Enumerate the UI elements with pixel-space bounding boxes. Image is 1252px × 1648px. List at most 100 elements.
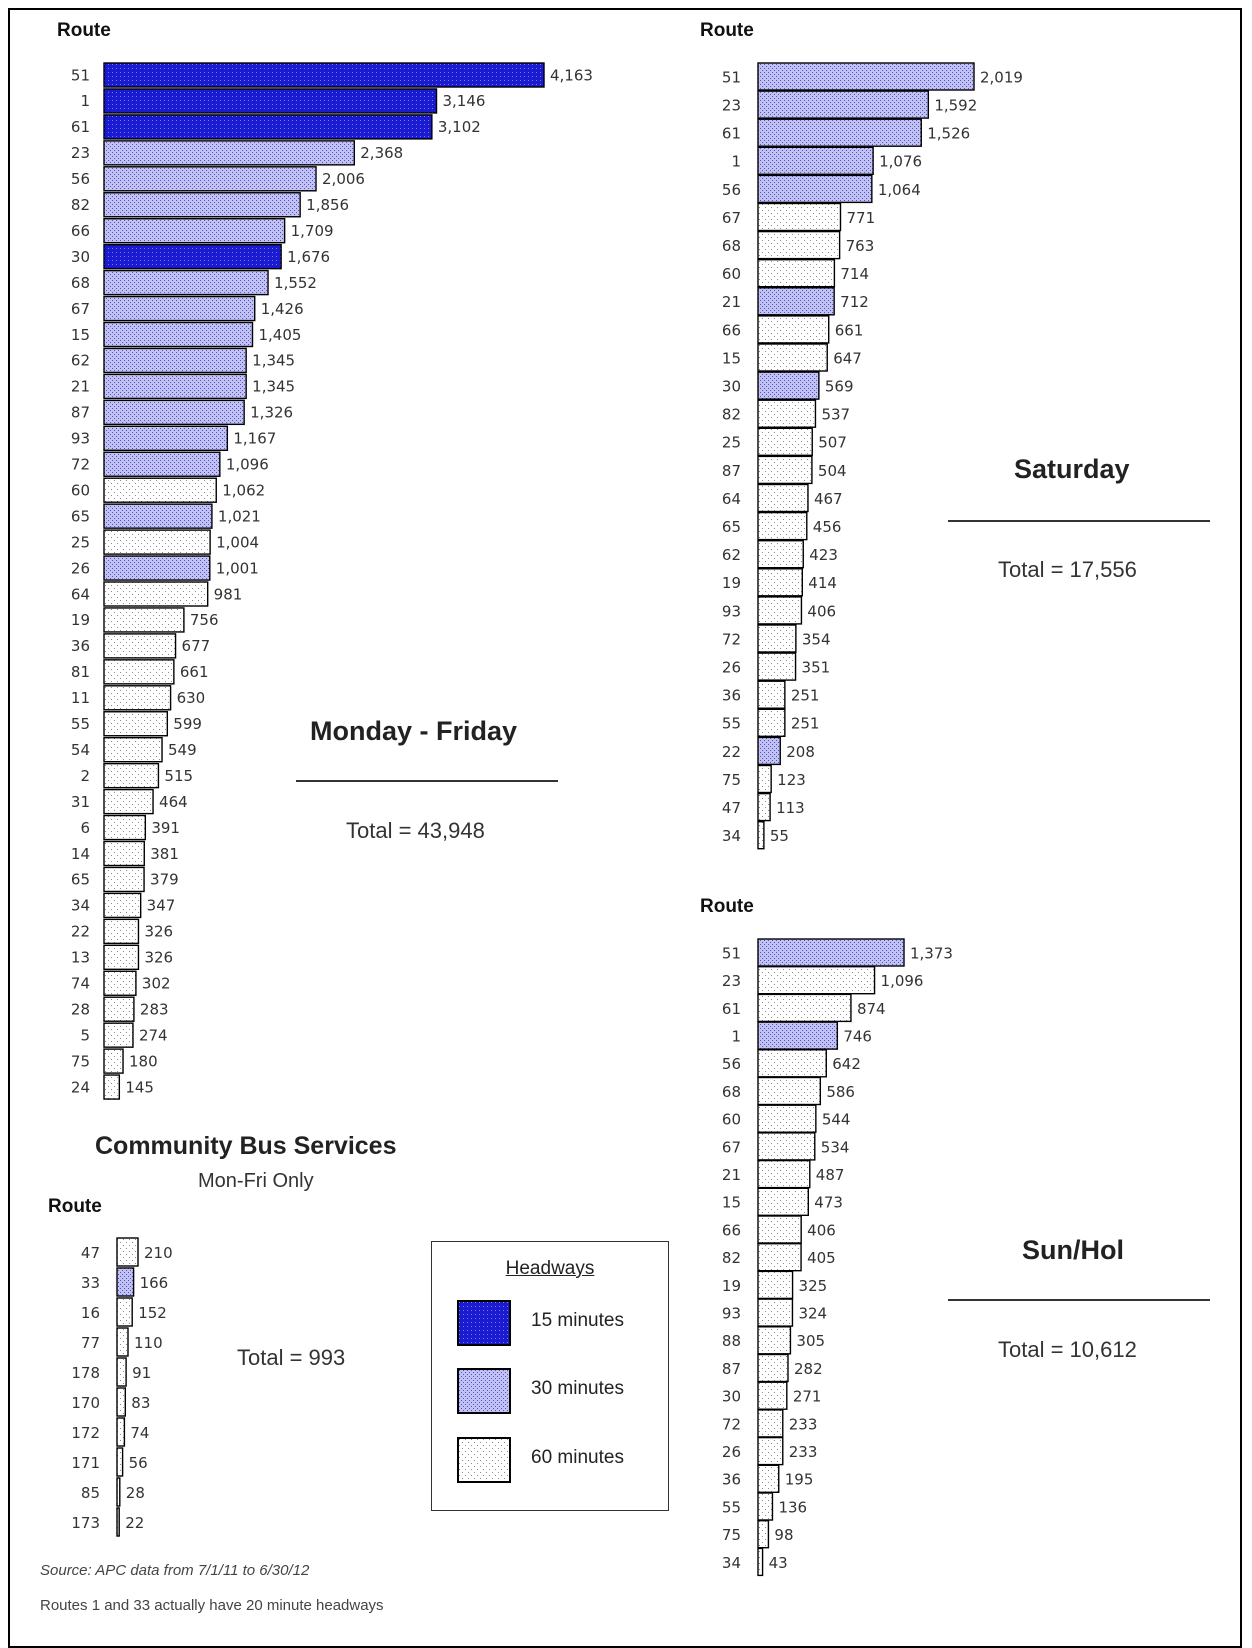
- weekday-bar: [103, 892, 142, 919]
- saturday-value-label: 1,592: [934, 97, 977, 115]
- sunday-route-label: 68: [722, 1083, 741, 1101]
- saturday-value-label: 537: [821, 406, 850, 424]
- weekday-bar: [103, 788, 154, 815]
- weekday-value-label: 1,676: [287, 248, 330, 266]
- saturday-bar: [757, 399, 817, 428]
- saturday-route-label: 82: [722, 406, 741, 424]
- weekday-bar: [103, 166, 317, 192]
- sunday-route-label: 21: [722, 1166, 741, 1184]
- weekday-route-label: 14: [71, 845, 90, 863]
- saturday-route-label: 67: [722, 209, 741, 227]
- weekday-bar: [103, 140, 355, 166]
- community-route-label: 16: [81, 1304, 100, 1322]
- weekday-title: Monday - Friday: [310, 716, 518, 746]
- community-value-label: 83: [131, 1394, 150, 1412]
- community-value-label: 74: [130, 1424, 149, 1442]
- saturday-value-label: 771: [846, 209, 875, 227]
- weekday-value-label: 464: [159, 793, 188, 811]
- weekday-value-label: 677: [182, 637, 211, 655]
- weekday-value-label: 630: [177, 689, 206, 707]
- saturday-route-label: 34: [722, 827, 741, 845]
- community-route-label: 173: [71, 1514, 100, 1532]
- weekday-route-label: 23: [71, 144, 90, 162]
- sunday-total: Total = 10,612: [998, 1337, 1137, 1362]
- saturday-route-label: 21: [722, 293, 741, 311]
- weekday-value-label: 1,709: [291, 222, 334, 240]
- sunday-route-label: 55: [722, 1498, 741, 1516]
- saturday-value-label: 414: [808, 574, 837, 592]
- sunday-bar: [757, 1409, 784, 1438]
- saturday-bar: [757, 118, 922, 147]
- sunday-route-label: 72: [722, 1415, 741, 1433]
- sunday-value-label: 1,373: [910, 944, 953, 962]
- weekday-bar: [103, 321, 254, 348]
- weekday-value-label: 1,326: [250, 404, 293, 422]
- saturday-bar: [757, 764, 772, 794]
- weekday-bar: [103, 295, 256, 322]
- saturday-value-label: 208: [786, 743, 815, 761]
- sunday-value-label: 325: [799, 1277, 828, 1295]
- saturday-value-label: 647: [833, 349, 862, 367]
- weekday-route-label: 24: [71, 1078, 90, 1096]
- weekday-bar: [103, 1048, 124, 1074]
- sunday-route-label: 87: [722, 1360, 741, 1378]
- weekday-title-rule: [296, 780, 558, 782]
- sunday-route-label: 23: [722, 972, 741, 990]
- weekday-route-label: 75: [71, 1052, 90, 1070]
- weekday-route-label: 34: [71, 897, 90, 915]
- saturday-route-label: 61: [722, 125, 741, 143]
- weekday-bar: [103, 840, 145, 867]
- weekday-value-label: 302: [142, 975, 171, 993]
- sunday-value-label: 136: [778, 1498, 807, 1516]
- sunday-value-label: 324: [798, 1305, 827, 1323]
- weekday-value-label: 326: [144, 923, 173, 941]
- weekday-bar: [103, 970, 137, 996]
- saturday-value-label: 569: [825, 378, 854, 396]
- saturday-route-label: 60: [722, 265, 741, 283]
- weekday-value-label: 4,163: [550, 66, 593, 84]
- weekday-route-label: 2: [80, 767, 90, 785]
- community-bar: [116, 1417, 126, 1447]
- weekday-route-label: 6: [80, 819, 90, 837]
- sunday-bar: [757, 1298, 794, 1327]
- saturday-bar: [757, 596, 803, 625]
- weekday-route-label: 22: [71, 923, 90, 941]
- saturday-route-label: 75: [722, 771, 741, 789]
- sunday-route-header: Route: [700, 896, 754, 917]
- weekday-route-label: 28: [71, 1000, 90, 1018]
- legend-swatch-60: [457, 1437, 511, 1483]
- sunday-value-label: 282: [794, 1360, 823, 1378]
- sunday-route-label: 26: [722, 1443, 741, 1461]
- saturday-bar: [757, 427, 813, 456]
- weekday-route-label: 54: [71, 741, 90, 759]
- weekday-bar: [103, 762, 160, 789]
- sunday-bar: [757, 1021, 839, 1050]
- community-route-label: 171: [71, 1454, 100, 1472]
- weekday-value-label: 274: [139, 1026, 168, 1044]
- weekday-value-label: 145: [125, 1078, 154, 1096]
- weekday-route-label: 66: [71, 222, 90, 240]
- weekday-bar: [103, 555, 211, 581]
- sunday-bar-chart: 51 1,373 23 1,096 61 874 1 746 56 642 68 586 60 544 67…: [722, 938, 953, 1577]
- sunday-route-label: 93: [722, 1305, 741, 1323]
- saturday-bar: [757, 540, 804, 569]
- saturday-route-label: 23: [722, 97, 741, 115]
- sunday-route-label: 60: [722, 1111, 741, 1129]
- saturday-route-label: 64: [722, 490, 741, 508]
- community-value-label: 28: [126, 1484, 145, 1502]
- saturday-route-label: 87: [722, 462, 741, 480]
- sunday-value-label: 405: [807, 1249, 836, 1267]
- saturday-route-label: 62: [722, 546, 741, 564]
- community-value-label: 152: [138, 1304, 167, 1322]
- sunday-value-label: 1,096: [881, 972, 924, 990]
- weekday-bar: [103, 659, 175, 685]
- weekday-route-label: 64: [71, 585, 90, 603]
- weekday-bar: [103, 425, 229, 451]
- weekday-value-label: 599: [173, 715, 202, 733]
- sunday-route-label: 19: [722, 1277, 741, 1295]
- saturday-value-label: 712: [840, 293, 869, 311]
- weekday-bar: [103, 1074, 121, 1100]
- saturday-value-label: 661: [835, 321, 864, 339]
- legend-title: Headways: [505, 1258, 595, 1279]
- weekday-bar: [103, 451, 221, 477]
